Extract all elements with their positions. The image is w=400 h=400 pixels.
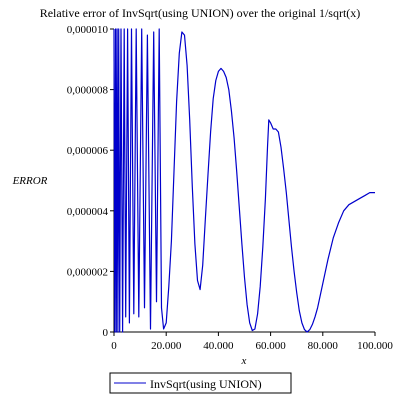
- y-tick-label: 0: [103, 327, 109, 339]
- y-tick-label: 0,000006: [67, 145, 109, 157]
- x-axis-label: x: [241, 355, 247, 367]
- series-layer: [113, 28, 375, 333]
- series-line: [113, 28, 375, 333]
- y-axis-label: ERROR: [12, 175, 48, 187]
- chart-title: Relative error of InvSqrt(using UNION) o…: [40, 6, 361, 20]
- x-tick-label: 20.000: [151, 340, 182, 352]
- y-tick-label: 0,000002: [67, 266, 108, 278]
- y-tick-label: 0,000010: [67, 24, 109, 36]
- legend-label: InvSqrt(using UNION): [150, 377, 262, 391]
- legend-box: [109, 372, 292, 394]
- y-tick-label: 0,000008: [67, 85, 109, 97]
- x-tick-label: 40.000: [203, 340, 234, 352]
- x-tick-label: 100.000: [357, 340, 393, 352]
- legend: InvSqrt(using UNION): [109, 372, 292, 394]
- x-tick-label: 80.000: [308, 340, 339, 352]
- y-axis-ticks: 0 0,000002 0,000004 0,000006 0,000008 0,00001…: [67, 24, 114, 339]
- x-tick-label: 0: [111, 340, 117, 352]
- x-axis-ticks: 0 20.000 40.000 60.000 80.000 100.000: [111, 332, 393, 352]
- x-tick-label: 60.000: [255, 340, 286, 352]
- y-tick-label: 0,000004: [67, 206, 109, 218]
